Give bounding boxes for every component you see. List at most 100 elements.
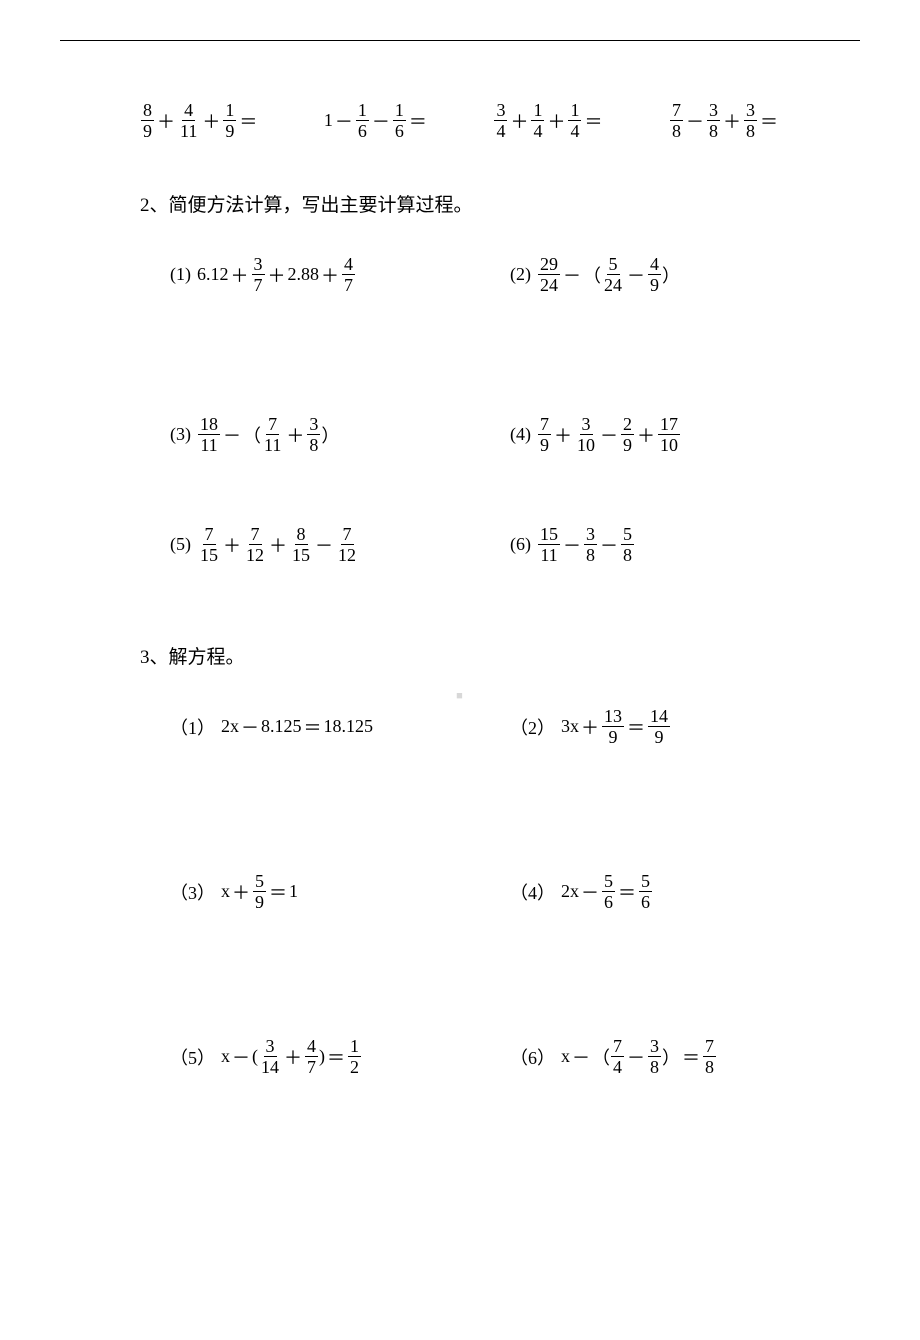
text-term: 1: [324, 110, 333, 131]
operator: ＝: [237, 108, 259, 134]
fraction: 19: [223, 101, 236, 140]
prob-label: (3): [170, 424, 191, 445]
fraction: 89: [141, 101, 154, 140]
fraction: 79: [538, 415, 551, 454]
operator: －: [561, 262, 583, 288]
fraction: 310: [575, 415, 597, 454]
fraction: 314: [259, 1037, 281, 1076]
prob-expr: 3x＋139＝149: [561, 707, 671, 746]
text-term: 3x: [561, 716, 579, 737]
text-term: 6.12: [197, 264, 229, 285]
fraction: 47: [305, 1037, 318, 1076]
operator: ＋: [721, 108, 743, 134]
fraction: 56: [639, 872, 652, 911]
text-term: x: [221, 1046, 230, 1067]
fraction: 1710: [658, 415, 680, 454]
fraction: 38: [648, 1037, 661, 1076]
operator: －: [625, 262, 647, 288]
operator: ＋: [552, 422, 574, 448]
prob-label: （4）: [510, 879, 555, 905]
sec2-prob-2: (2) 2924－（524－49）: [480, 247, 780, 302]
operator: －: [570, 1044, 592, 1070]
fraction: 37: [252, 255, 265, 294]
text-term: (: [252, 1046, 258, 1067]
operator: ＋: [230, 879, 252, 905]
text-term: （: [592, 1044, 610, 1070]
operator: ＋: [200, 108, 222, 134]
fraction: 59: [253, 872, 266, 911]
text-term: 1: [289, 881, 298, 902]
sec2-prob-3: (3) 1811－（711＋38）: [140, 407, 440, 462]
operator: ＋: [579, 714, 601, 740]
prob-expr: 79＋310－29＋1710: [537, 415, 681, 454]
page: 89＋411＋19＝ 1－16－16＝ 34＋14＋14＝ 78－38＋38＝ …: [60, 40, 860, 1124]
prob-expr: 2924－（524－49）: [537, 255, 680, 294]
prob-label: (1): [170, 264, 191, 285]
operator: ＋: [284, 422, 306, 448]
fraction: 38: [307, 415, 320, 454]
text-term: x: [221, 881, 230, 902]
operator: ＋: [319, 262, 341, 288]
text-term: 8.125: [261, 716, 302, 737]
prob-expr: x－（74－38）＝78: [561, 1037, 717, 1076]
section-2-grid: (1) 6.12＋37＋2.88＋47 (2) 2924－（524－49） (3…: [140, 247, 780, 572]
fraction: 815: [290, 525, 312, 564]
operator: ＋: [635, 422, 657, 448]
text-term: 2.88: [288, 264, 320, 285]
top-expr-2: 1－16－16＝: [324, 101, 429, 140]
prob-expr: x＋59＝1: [221, 872, 298, 911]
text-term: ）: [662, 262, 680, 288]
prob-label: （2）: [510, 714, 555, 740]
operator: ＝: [625, 714, 647, 740]
operator: ＝: [582, 108, 604, 134]
operator: －: [598, 532, 620, 558]
fraction: 14: [531, 101, 544, 140]
sec3-prob-1: （1） 2x－8.125＝18.125: [140, 699, 440, 754]
operator: －: [684, 108, 706, 134]
sec3-prob-4: （4） 2x－56＝56: [480, 864, 780, 919]
operator: ＝: [267, 879, 289, 905]
sec2-prob-4: (4) 79＋310－29＋1710: [480, 407, 780, 462]
text-term: 2x: [561, 881, 579, 902]
fraction: 712: [336, 525, 358, 564]
prob-label: (4): [510, 424, 531, 445]
prob-expr: 715＋712＋815－712: [197, 525, 359, 564]
fraction: 16: [356, 101, 369, 140]
fraction: 715: [198, 525, 220, 564]
fraction: 74: [611, 1037, 624, 1076]
operator: －: [561, 532, 583, 558]
operator: ＝: [680, 1044, 702, 1070]
top-expr-3: 34＋14＋14＝: [493, 101, 604, 140]
text-term: ）: [662, 1044, 680, 1070]
prob-label: （6）: [510, 1044, 555, 1070]
fraction: 16: [393, 101, 406, 140]
sec2-prob-1: (1) 6.12＋37＋2.88＋47: [140, 247, 440, 302]
operator: －: [598, 422, 620, 448]
operator: ＝: [407, 108, 429, 134]
top-expr-4: 78－38＋38＝: [669, 101, 780, 140]
sec3-prob-5: （5） x －(314＋47)＝12: [140, 1029, 440, 1084]
operator: ＋: [155, 108, 177, 134]
section-2-title: 2、简便方法计算，写出主要计算过程。: [140, 190, 780, 217]
operator: ＋: [266, 262, 288, 288]
fraction: 12: [348, 1037, 361, 1076]
operator: －: [625, 1044, 647, 1070]
fraction: 2924: [538, 255, 560, 294]
text-term: （: [583, 262, 601, 288]
fraction: 38: [584, 525, 597, 564]
operator: －: [579, 879, 601, 905]
prob-expr: x －(314＋47)＝12: [221, 1037, 362, 1076]
prob-expr: 1511－38－58: [537, 525, 635, 564]
fraction: 29: [621, 415, 634, 454]
fraction: 78: [670, 101, 683, 140]
operator: ＋: [282, 1044, 304, 1070]
operator: ＝: [758, 108, 780, 134]
operator: －: [333, 108, 355, 134]
prob-label: (6): [510, 534, 531, 555]
operator: ＝: [616, 879, 638, 905]
fraction: 1511: [538, 525, 560, 564]
prob-label: （3）: [170, 879, 215, 905]
section-3-title: 3、解方程。: [140, 642, 780, 669]
watermark-icon: ■: [456, 690, 464, 702]
operator: －: [313, 532, 335, 558]
